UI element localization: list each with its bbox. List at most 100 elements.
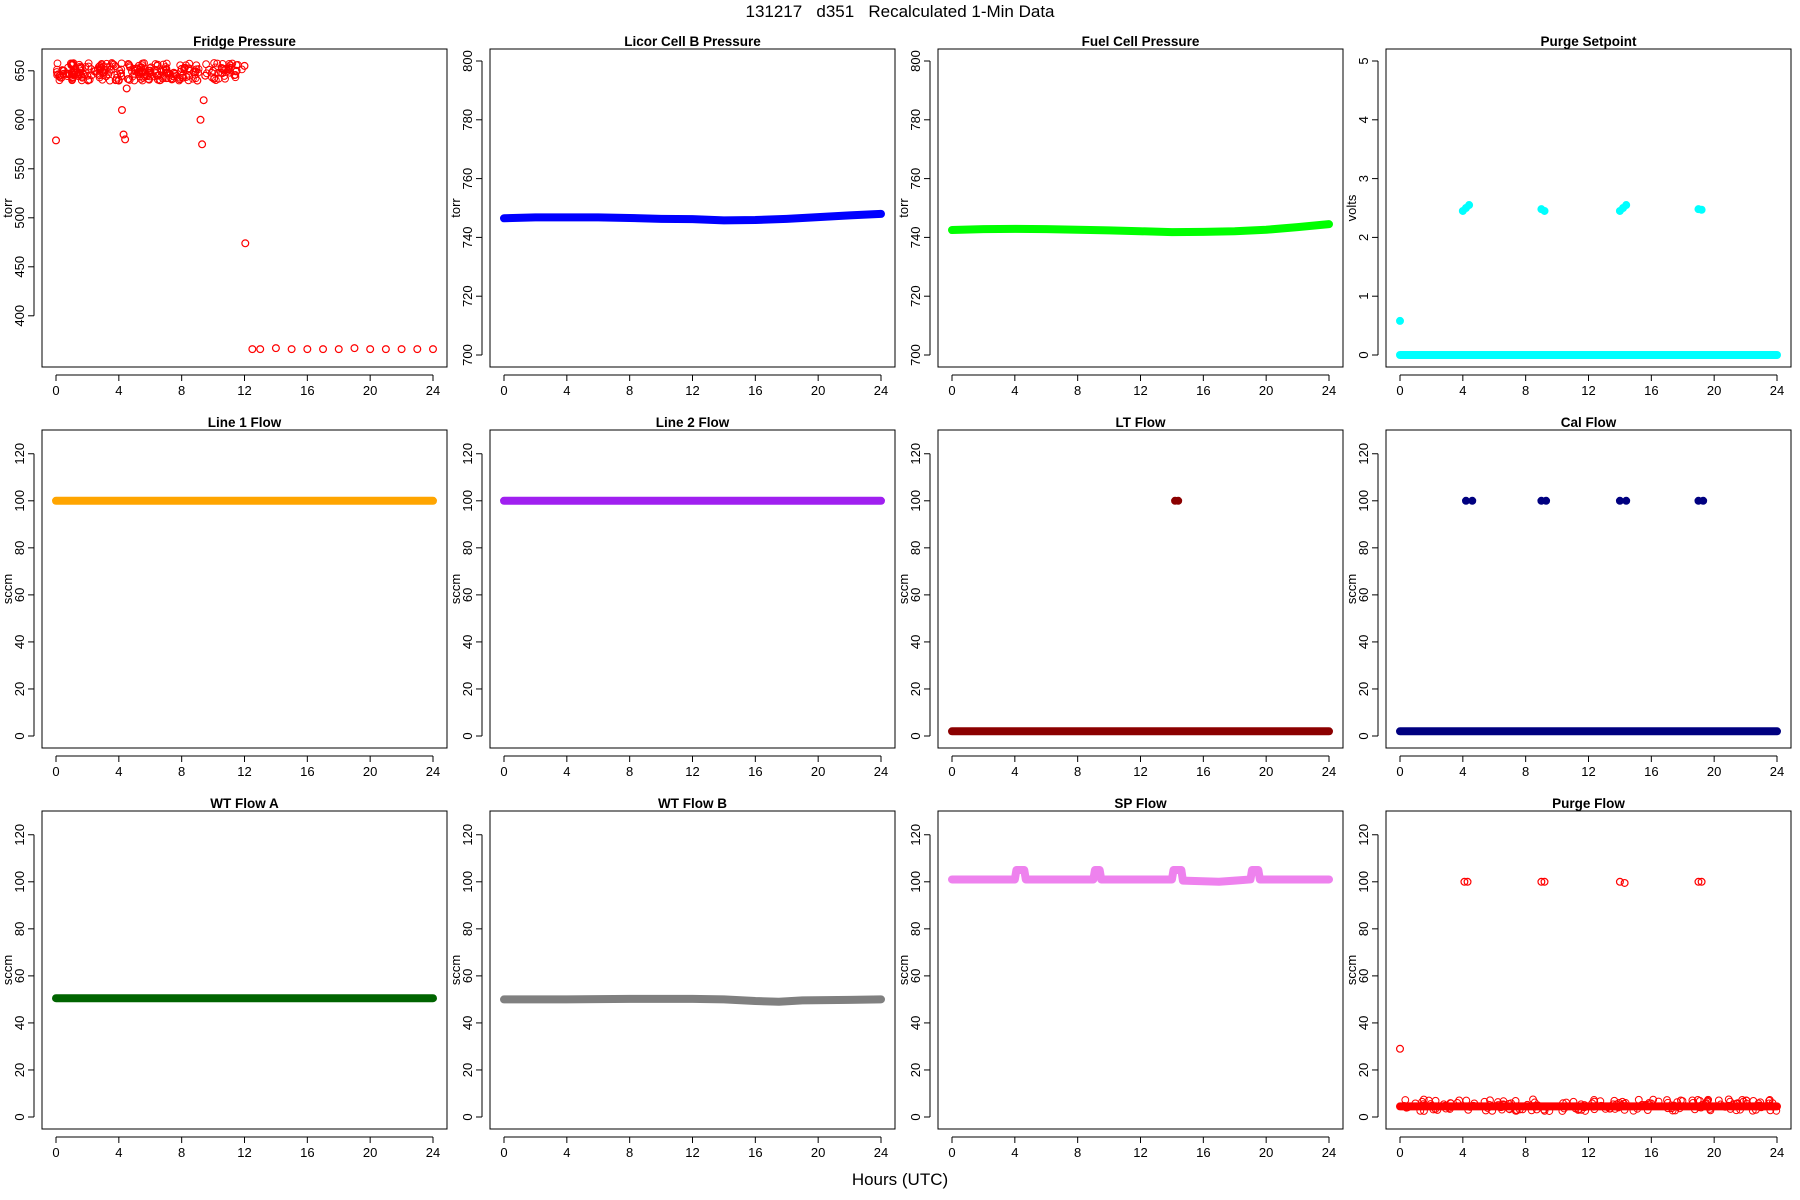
x-tick-label: 12 — [1581, 1145, 1595, 1160]
y-tick-label: 3 — [1356, 175, 1371, 182]
y-tick-label: 780 — [908, 109, 923, 131]
x-tick-label: 12 — [237, 1145, 251, 1160]
x-tick-label: 4 — [115, 1145, 122, 1160]
data-point — [169, 72, 178, 81]
x-tick-label: 20 — [1707, 1145, 1721, 1160]
x-tick-label: 4 — [1459, 1145, 1466, 1160]
data-point — [230, 71, 239, 80]
y-tick-label: 740 — [460, 227, 475, 249]
x-tick-label: 8 — [178, 383, 185, 398]
plot-frame — [937, 429, 1344, 749]
data-point — [1433, 1106, 1442, 1114]
data-point — [1643, 1106, 1652, 1115]
data-point — [1633, 1104, 1642, 1113]
y-axis-label: sccm — [448, 574, 463, 604]
data-point — [122, 84, 131, 93]
data-point — [1699, 496, 1708, 505]
x-tick-label: 16 — [1196, 383, 1210, 398]
data-point — [1483, 1104, 1492, 1112]
data-point — [99, 71, 108, 80]
y-tick-label: 800 — [908, 50, 923, 72]
data-point — [1395, 316, 1404, 325]
data-point — [1675, 1104, 1684, 1113]
x-tick-label: 0 — [500, 764, 507, 779]
data-point — [1748, 1106, 1757, 1115]
data-point — [1697, 877, 1706, 886]
data-point — [1765, 1096, 1774, 1105]
data-point — [125, 60, 133, 69]
data-point — [213, 59, 222, 68]
data-point — [178, 71, 187, 80]
x-tick-label: 24 — [1770, 383, 1784, 398]
data-point — [1464, 1105, 1473, 1114]
x-tick-label: 0 — [52, 383, 59, 398]
y-tick-label: 450 — [12, 256, 27, 278]
data-point — [87, 65, 96, 73]
y-tick-label: 80 — [12, 922, 27, 936]
data-point — [1540, 206, 1549, 215]
data-point — [1615, 877, 1624, 886]
data-point — [1537, 877, 1546, 886]
data-point — [241, 239, 250, 248]
y-tick-label: 120 — [12, 824, 27, 846]
chart-title: Line 1 Flow — [208, 415, 282, 430]
data-point — [117, 65, 126, 74]
x-tick-label: 4 — [563, 1145, 570, 1160]
data-point — [1395, 1044, 1404, 1053]
chart-title: Purge Setpoint — [1540, 34, 1637, 49]
y-tick-label: 80 — [12, 541, 27, 555]
y-tick-label: 740 — [908, 227, 923, 249]
data-point — [1518, 1105, 1527, 1114]
x-tick-label: 0 — [52, 764, 59, 779]
data-point — [248, 345, 257, 354]
data-point — [1759, 1102, 1767, 1111]
data-point — [350, 344, 359, 353]
data-point — [366, 345, 375, 354]
data-point — [155, 76, 164, 85]
data-point — [1610, 1096, 1619, 1105]
data-point — [1411, 1099, 1420, 1108]
x-tick-label: 4 — [1011, 1145, 1018, 1160]
y-tick-label: 100 — [12, 490, 27, 512]
x-tick-label: 12 — [1133, 383, 1147, 398]
chart-title: SP Flow — [1114, 796, 1167, 811]
data-point — [53, 59, 62, 68]
data-point — [117, 105, 126, 114]
data-point — [233, 60, 242, 69]
x-tick-label: 0 — [948, 383, 955, 398]
x-tick-label: 12 — [237, 383, 251, 398]
plot-frame — [937, 48, 1344, 368]
data-point — [167, 74, 175, 83]
y-axis-label: torr — [896, 198, 911, 218]
x-tick-label: 8 — [1074, 764, 1081, 779]
data-point — [1694, 877, 1703, 886]
data-point — [1703, 1096, 1712, 1105]
data-point — [1545, 1107, 1554, 1115]
chart-title: Purge Flow — [1552, 796, 1625, 811]
data-point — [58, 66, 67, 75]
data-point — [271, 344, 280, 353]
data-point — [87, 71, 96, 80]
y-tick-label: 650 — [12, 60, 27, 82]
y-tick-label: 80 — [460, 541, 475, 555]
y-tick-label: 20 — [12, 1063, 27, 1077]
data-point — [429, 345, 438, 354]
x-tick-label: 8 — [626, 383, 633, 398]
data-point — [1577, 1100, 1585, 1109]
data-point — [1468, 496, 1477, 505]
y-tick-label: 100 — [12, 871, 27, 893]
data-point — [334, 345, 343, 354]
y-tick-label: 40 — [460, 635, 475, 649]
x-tick-label: 16 — [1644, 1145, 1658, 1160]
data-point — [159, 60, 168, 69]
y-tick-label: 100 — [460, 490, 475, 512]
data-point — [225, 59, 234, 68]
y-tick-label: 20 — [908, 682, 923, 696]
chart-licor-cell-b-pressure: Licor Cell B Pressure torr 0 4 8 12 16 20 24 700 7… — [448, 34, 896, 398]
x-tick-label: 4 — [115, 383, 122, 398]
y-tick-label: 60 — [12, 969, 27, 983]
x-tick-label: 16 — [1644, 764, 1658, 779]
data-point — [107, 59, 116, 67]
x-tick-label: 0 — [1396, 1145, 1403, 1160]
